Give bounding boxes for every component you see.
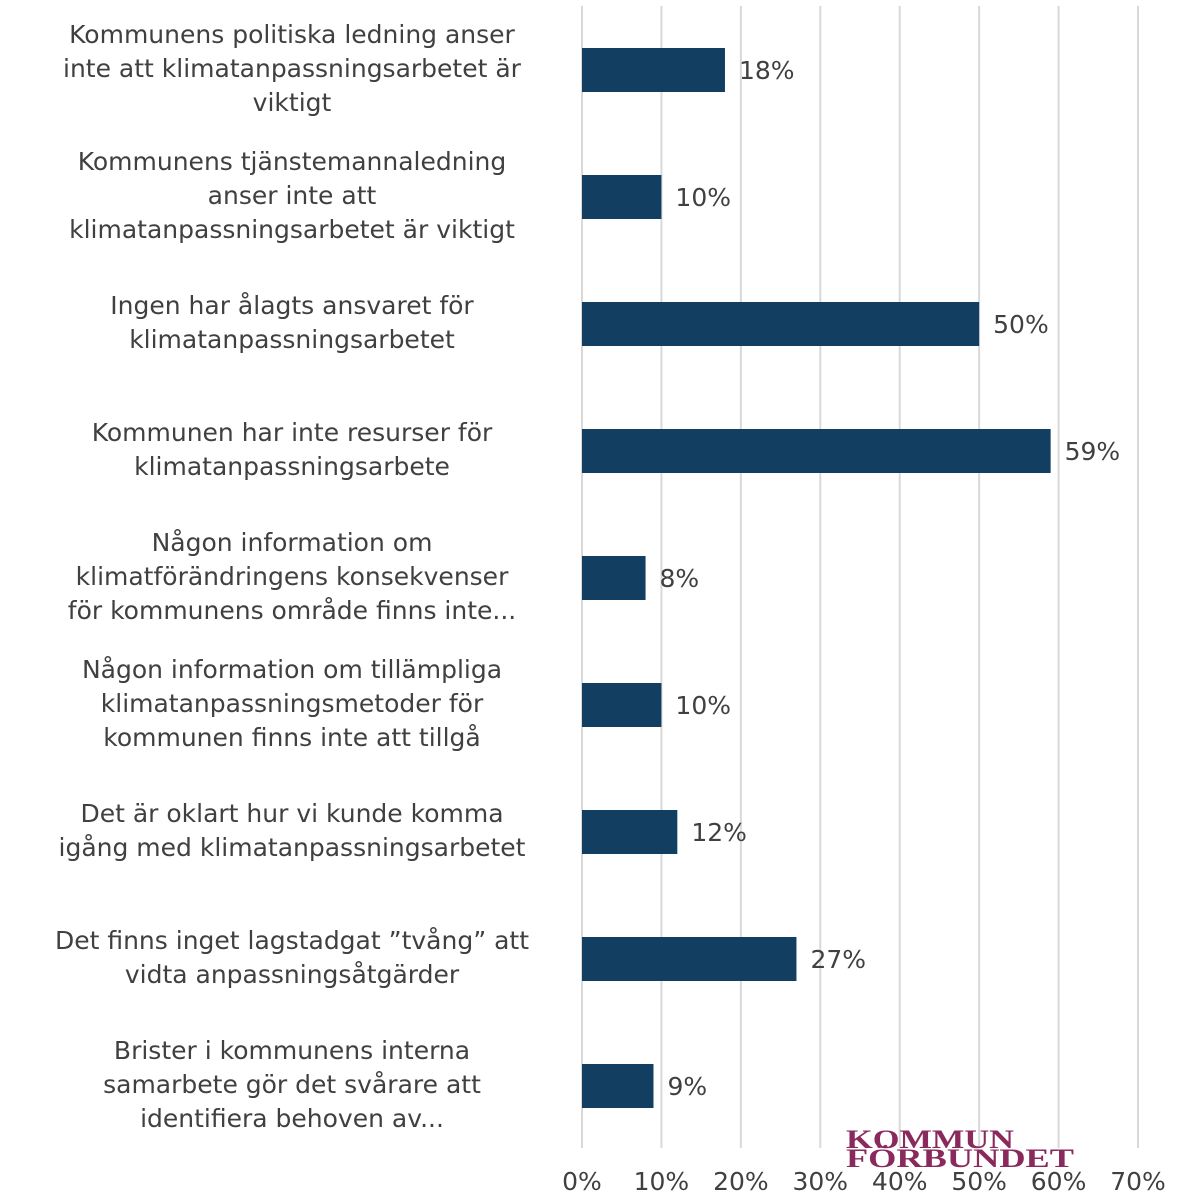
x-tick-label: 30% [792, 1167, 848, 1194]
category-label: identifiera behoven av... [140, 1104, 444, 1133]
data-label: 50% [993, 310, 1049, 339]
category-label: klimatanpassningsarbetet är viktigt [69, 215, 515, 244]
category-label: Det finns inget lagstadgat ”tvång” att [55, 926, 529, 955]
category-label: klimatanpassningsmetoder för [101, 689, 484, 718]
category-label: Brister i kommunens interna [114, 1036, 470, 1065]
category-label: anser inte att [208, 181, 377, 210]
x-tick-label: 70% [1110, 1167, 1166, 1194]
bar [582, 175, 662, 219]
logo: KOMMUN [846, 1125, 1014, 1154]
data-label: 18% [739, 56, 795, 85]
data-label: 27% [810, 945, 866, 974]
data-label: 8% [660, 564, 700, 593]
bar [582, 556, 646, 600]
category-label: vidta anpassningsåtgärder [125, 960, 460, 989]
x-tick-label: 10% [634, 1167, 690, 1194]
category-label: Någon information om tillämpliga [82, 655, 502, 684]
data-label: 59% [1065, 437, 1121, 466]
category-label: igång med klimatanpassningsarbetet [59, 833, 526, 862]
logo: FÖRBUNDET [846, 1144, 1074, 1173]
bar [582, 683, 662, 727]
category-label: klimatanpassningsarbete [134, 452, 450, 481]
x-tick-label: 40% [872, 1167, 928, 1194]
x-tick-label: 20% [713, 1167, 769, 1194]
category-label: Ingen har ålagts ansvaret för [110, 291, 474, 320]
x-tick-label: 0% [562, 1167, 602, 1194]
category-label: klimatförändringens konsekvenser [76, 562, 509, 591]
category-label: kommunen finns inte att tillgå [103, 723, 480, 752]
x-tick-label: 50% [951, 1167, 1007, 1194]
category-label: Kommunen har inte resurser för [92, 418, 493, 447]
data-label: 9% [667, 1072, 707, 1101]
data-label: 12% [691, 818, 747, 847]
bar [582, 302, 980, 346]
bar [582, 937, 797, 981]
category-label: Det är oklart hur vi kunde komma [80, 799, 503, 828]
category-label: viktigt [253, 88, 332, 117]
category-label: Någon information om [152, 528, 433, 557]
data-label: 10% [675, 691, 731, 720]
x-tick-label: 60% [1031, 1167, 1087, 1194]
category-label: Kommunens tjänstemannaledning [78, 147, 507, 176]
bar [582, 48, 725, 92]
data-label: 10% [675, 183, 731, 212]
bar [582, 429, 1051, 473]
category-label: Kommunens politiska ledning anser [69, 20, 515, 49]
bar [582, 1064, 654, 1108]
bar [582, 810, 678, 854]
category-label: klimatanpassningsarbetet [129, 325, 455, 354]
category-label: för kommunens område finns inte... [68, 596, 516, 625]
category-label: inte att klimatanpassningsarbetet är [63, 54, 522, 83]
category-label: samarbete gör det svårare att [103, 1070, 481, 1099]
